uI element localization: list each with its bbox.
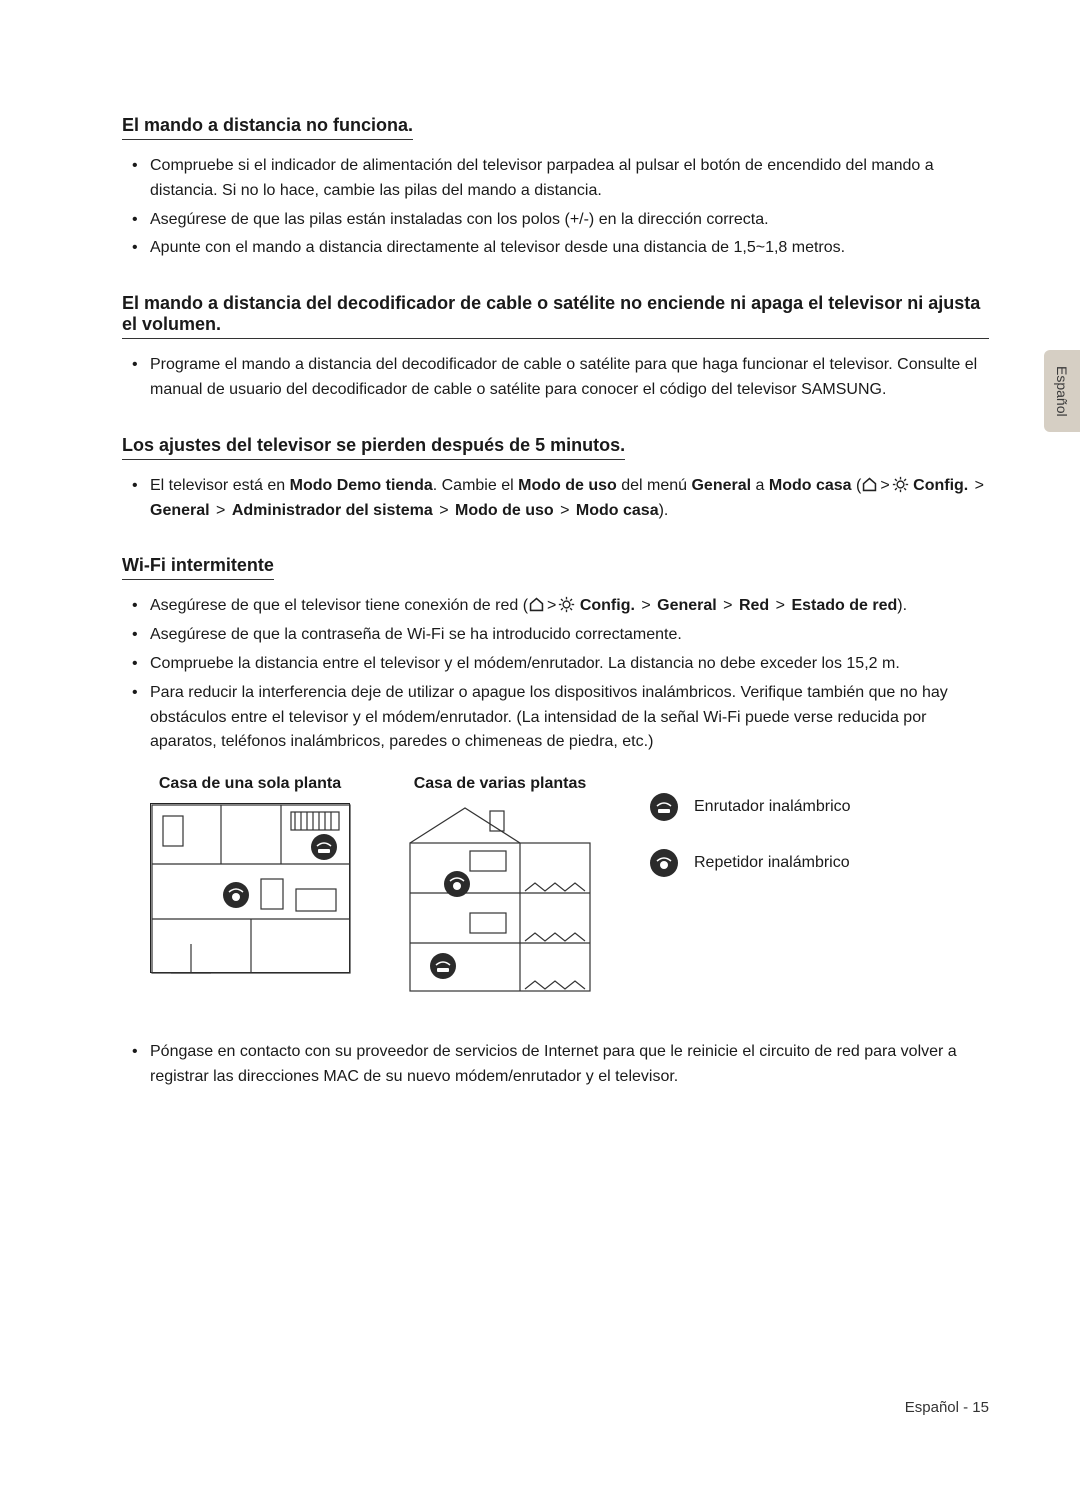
section-remote-not-working: El mando a distancia no funciona. Compru… [122, 115, 989, 261]
legend-repeater-label: Repetidor inalámbrico [694, 854, 850, 872]
heading-s2: El mando a distancia del decodificador d… [122, 293, 989, 339]
section-settings-lost: Los ajustes del televisor se pierden des… [122, 435, 989, 524]
bullet: Apunte con el mando a distancia directam… [150, 236, 989, 261]
router-icon [311, 834, 337, 860]
repeater-icon [223, 882, 249, 908]
text: . Cambie el [433, 477, 518, 494]
chevron-icon: > [554, 502, 576, 519]
legend-repeater: Repetidor inalámbrico [650, 849, 851, 877]
home-icon [528, 596, 545, 613]
diagram-single-story: Casa de una sola planta [150, 775, 350, 998]
gear-icon [558, 596, 575, 613]
diagram-multi-story: Casa de varias plantas [400, 775, 600, 998]
bullets-s3: El televisor está en Modo Demo tienda. C… [122, 474, 989, 524]
chevron-icon: > [210, 502, 232, 519]
chevron-icon: > [635, 597, 657, 614]
router-icon [650, 793, 678, 821]
text: El televisor está en [150, 477, 290, 494]
chevron-icon: > [769, 597, 791, 614]
repeater-icon [650, 849, 678, 877]
text: ( [852, 477, 862, 494]
bullets-s2: Programe el mando a distancia del decodi… [122, 353, 989, 403]
bullet: Asegúrese de que el televisor tiene cone… [150, 594, 989, 619]
router-icon [430, 953, 456, 979]
section-wifi: Wi-Fi intermitente Asegúrese de que el t… [122, 555, 989, 1089]
page-content: El mando a distancia no funciona. Compru… [0, 0, 1080, 1182]
chevron-icon: > [545, 597, 558, 614]
repeater-icon [444, 871, 470, 897]
heading-s3: Los ajustes del televisor se pierden des… [122, 435, 625, 460]
bullet: Asegúrese de que las pilas están instala… [150, 208, 989, 233]
text: ). [897, 597, 907, 614]
path-red: Red [739, 597, 769, 614]
path-general: General [150, 502, 210, 519]
chevron-icon: > [968, 477, 986, 494]
diagram-label-multi: Casa de varias plantas [414, 775, 587, 793]
path-general: General [657, 597, 717, 614]
text: a [751, 477, 769, 494]
bullet: Para reducir la interferencia deje de ut… [150, 681, 989, 755]
path-config: Config. [580, 597, 635, 614]
path-modo-uso: Modo de uso [455, 502, 554, 519]
home-icon [861, 476, 878, 493]
bullet: Compruebe si el indicador de alimentació… [150, 154, 989, 204]
page-footer: Español - 15 [905, 1399, 989, 1416]
section-decoder-remote: El mando a distancia del decodificador d… [122, 293, 989, 403]
floorplan-svg [151, 804, 351, 974]
legend: Enrutador inalámbrico Repetidor inalámbr… [650, 775, 851, 998]
text: del menú [617, 477, 692, 494]
bold-text: Modo Demo tienda [290, 477, 433, 494]
heading-s1: El mando a distancia no funciona. [122, 115, 413, 140]
bullet: Programe el mando a distancia del decodi… [150, 353, 989, 403]
text: ). [659, 502, 669, 519]
path-estado: Estado de red [791, 597, 897, 614]
path-modo-casa: Modo casa [576, 502, 659, 519]
diagram-label-single: Casa de una sola planta [159, 775, 341, 793]
bullet: Asegúrese de que la contraseña de Wi-Fi … [150, 623, 989, 648]
path-config: Config. [913, 477, 968, 494]
bullet: Póngase en contacto con su proveedor de … [150, 1040, 989, 1090]
bold-text: Modo casa [769, 477, 852, 494]
diagrams: Casa de una sola planta [150, 775, 989, 998]
chevron-icon: > [433, 502, 455, 519]
bullets-s4: Asegúrese de que el televisor tiene cone… [122, 594, 989, 755]
heading-s4: Wi-Fi intermitente [122, 555, 274, 580]
bullet: El televisor está en Modo Demo tienda. C… [150, 474, 989, 524]
legend-router: Enrutador inalámbrico [650, 793, 851, 821]
chevron-icon: > [717, 597, 739, 614]
bullets-s4-last: Póngase en contacto con su proveedor de … [122, 1040, 989, 1090]
path-admin: Administrador del sistema [232, 502, 433, 519]
legend-router-label: Enrutador inalámbrico [694, 798, 851, 816]
multistory-image [400, 803, 600, 998]
chevron-icon: > [878, 477, 891, 494]
bold-text: Modo de uso [518, 477, 617, 494]
bullets-s1: Compruebe si el indicador de alimentació… [122, 154, 989, 261]
bullet: Compruebe la distancia entre el televiso… [150, 652, 989, 677]
bold-text: General [691, 477, 751, 494]
text: Asegúrese de que el televisor tiene cone… [150, 597, 528, 614]
gear-icon [892, 476, 909, 493]
floorplan-image [150, 803, 350, 973]
